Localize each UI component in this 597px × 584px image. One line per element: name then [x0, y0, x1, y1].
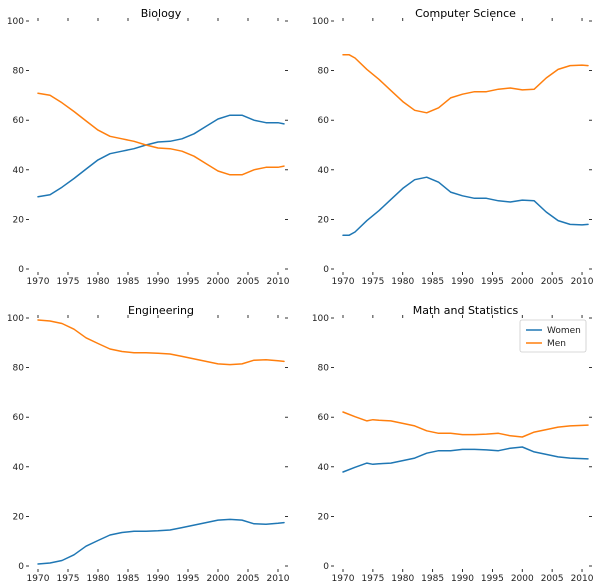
legend-label-women: Women [547, 326, 581, 336]
x-tick-label-1985: 1985 [421, 574, 444, 584]
x-tick-label-1975: 1975 [57, 277, 80, 287]
x-tick-label-1990: 1990 [147, 574, 170, 584]
x-tick-label-1970: 1970 [27, 277, 50, 287]
x-tick-label-1980: 1980 [87, 277, 110, 287]
y-tick-label-20: 20 [318, 215, 330, 225]
chart-title-math-and-statistics: Math and Statistics [413, 304, 519, 317]
y-tick-label-20: 20 [13, 215, 25, 225]
x-tick-label-1990: 1990 [451, 277, 474, 287]
series-line-women-engineering [37, 518, 285, 565]
y-tick-label-100: 100 [312, 314, 329, 324]
series-line-women-math-and-statistics [342, 446, 589, 473]
y-tick-label-60: 60 [13, 413, 25, 423]
x-tick-label-1970: 1970 [332, 574, 355, 584]
x-tick-label-1985: 1985 [117, 574, 140, 584]
x-tick-label-1985: 1985 [117, 277, 140, 287]
x-tick-label-2010: 2010 [571, 277, 594, 287]
y-tick-label-40: 40 [13, 463, 25, 473]
panel-engineering: Engineering 0 20 40 60 80 100 1970 1975 1980 1985 1… [7, 304, 290, 584]
x-tick-label-1970: 1970 [27, 574, 50, 584]
y-tick-label-60: 60 [318, 413, 330, 423]
x-tick-label-2000: 2000 [207, 277, 230, 287]
y-tick-label-60: 60 [318, 116, 330, 126]
series-line-men-biology [37, 92, 285, 176]
x-tick-label-2000: 2000 [511, 574, 534, 584]
y-tick-label-0: 0 [18, 562, 24, 572]
x-tick-label-1970: 1970 [332, 277, 355, 287]
y-tick-label-80: 80 [13, 67, 25, 77]
y-tick-label-100: 100 [312, 17, 329, 27]
x-tick-label-1980: 1980 [391, 574, 414, 584]
y-tick-label-80: 80 [318, 67, 330, 77]
x-tick-label-2005: 2005 [541, 277, 564, 287]
x-tick-label-1985: 1985 [421, 277, 444, 287]
y-tick-label-80: 80 [318, 364, 330, 374]
x-tick-label-2005: 2005 [237, 277, 260, 287]
series-line-women-biology [37, 114, 285, 198]
chart-title-engineering: Engineering [128, 304, 194, 317]
x-tick-label-1975: 1975 [361, 574, 384, 584]
x-tick-label-1980: 1980 [87, 574, 110, 584]
x-tick-label-1975: 1975 [57, 574, 80, 584]
x-tick-label-2000: 2000 [511, 277, 534, 287]
y-tick-label-20: 20 [13, 512, 25, 522]
x-tick-label-1995: 1995 [177, 277, 200, 287]
x-tick-label-2010: 2010 [267, 277, 290, 287]
y-tick-label-0: 0 [18, 265, 24, 275]
panel-biology: Biology 0 20 40 60 80 100 1970 1975 1980 1985 1990 1… [7, 7, 290, 287]
legend-frame [519, 319, 587, 353]
y-tick-label-60: 60 [13, 116, 25, 126]
x-tick-label-1975: 1975 [361, 277, 384, 287]
x-tick-label-1995: 1995 [481, 574, 504, 584]
series-line-women-computer-science [342, 176, 589, 237]
x-tick-label-2005: 2005 [237, 574, 260, 584]
y-tick-label-100: 100 [7, 314, 24, 324]
x-tick-label-1995: 1995 [481, 277, 504, 287]
legend-label-men: Men [547, 339, 566, 349]
y-tick-label-20: 20 [318, 512, 330, 522]
y-tick-label-40: 40 [318, 166, 330, 176]
y-tick-label-80: 80 [13, 364, 25, 374]
y-tick-label-0: 0 [323, 562, 329, 572]
x-tick-label-2010: 2010 [571, 574, 594, 584]
x-tick-label-2005: 2005 [541, 574, 564, 584]
series-line-men-computer-science [342, 53, 589, 114]
x-tick-label-2000: 2000 [207, 574, 230, 584]
panel-math-and-statistics: Math and Statistics 0 20 40 60 80 100 1970 1975 1… [312, 304, 594, 584]
x-tick-label-2010: 2010 [267, 574, 290, 584]
y-tick-label-100: 100 [7, 17, 24, 27]
x-tick-label-1995: 1995 [177, 574, 200, 584]
y-tick-label-0: 0 [323, 265, 329, 275]
series-line-men-engineering [37, 319, 285, 366]
chart-title-computer-science: Computer Science [415, 7, 516, 20]
series-line-men-math-and-statistics [342, 411, 589, 438]
chart-title-biology: Biology [141, 7, 182, 20]
y-tick-label-40: 40 [13, 166, 25, 176]
panel-computer-science: Computer Science 0 20 40 60 80 100 1970 1975 1980… [312, 7, 594, 287]
x-tick-label-1990: 1990 [451, 574, 474, 584]
y-tick-label-40: 40 [318, 463, 330, 473]
legend: Women Men [519, 319, 587, 353]
x-tick-label-1990: 1990 [147, 277, 170, 287]
x-tick-label-1980: 1980 [391, 277, 414, 287]
